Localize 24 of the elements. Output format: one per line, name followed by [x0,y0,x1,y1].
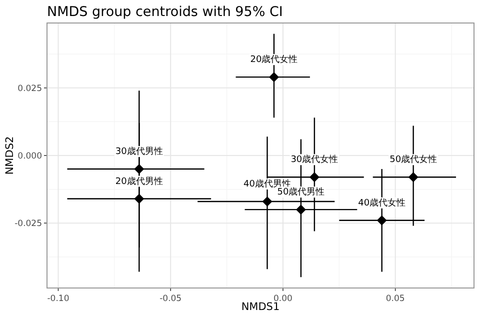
annotation: 20歳代男性 [115,176,163,187]
y-tick-label: 0.000 [18,152,42,162]
point [408,172,418,182]
point [134,194,144,204]
point [376,215,387,226]
x-tick-label: 0.05 [386,294,405,304]
x-axis-title: NMDS1 [241,301,280,313]
chart-title: NMDS group centroids with 95% CI [47,4,283,20]
annotation: 40歳代男性 [244,178,291,190]
y-axis-title: NMDS2 [4,136,16,175]
annotation: 30歳代男性 [115,146,163,158]
annotation: 50歳代女性 [390,154,438,166]
annotation: 20歳代女性 [250,54,298,66]
annotation: 30歳代女性 [290,154,338,166]
y-tick-label: 0.025 [18,84,42,94]
y-tick-label: -0.025 [14,219,42,230]
annotation: 40歳代女性 [358,197,406,208]
annotation: 50歳代男性 [277,186,325,198]
x-tick-label: -0.05 [160,294,182,304]
point [268,72,279,82]
point [262,196,272,206]
point [309,172,320,182]
x-tick-label: -0.10 [47,294,70,304]
point [296,204,306,215]
